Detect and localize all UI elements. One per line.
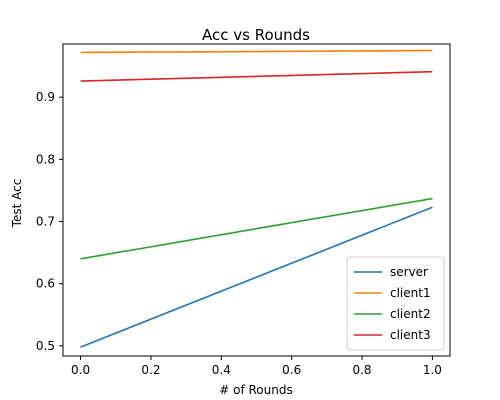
y-axis: 0.5 0.6 0.7 0.8 0.9	[36, 90, 63, 353]
plot-area	[80, 49, 433, 348]
series-line-client1	[80, 49, 433, 54]
legend-label-client3: client3	[390, 328, 431, 342]
series-line-client3	[80, 70, 433, 82]
y-tick-label: 0.5	[36, 339, 55, 353]
x-tick-label: 0.6	[282, 363, 301, 377]
y-tick-label: 0.6	[36, 277, 55, 291]
y-tick-label: 0.9	[36, 90, 55, 104]
plot-frame	[62, 43, 451, 357]
y-tick-label: 0.7	[36, 215, 55, 229]
x-tick-label: 0.8	[352, 363, 371, 377]
series-line-client2	[80, 197, 433, 260]
x-axis: 0.0 0.2 0.4 0.6 0.8 1.0	[71, 356, 442, 377]
legend-label-client1: client1	[390, 286, 431, 300]
legend-label-client2: client2	[390, 307, 431, 321]
x-tick-label: 1.0	[423, 363, 442, 377]
y-tick-label: 0.8	[36, 152, 55, 166]
series-line-server	[80, 206, 433, 348]
x-tick-label: 0.4	[212, 363, 231, 377]
y-axis-label: Test Acc	[10, 179, 24, 229]
x-tick-label: 0.2	[141, 363, 160, 377]
chart-title: Acc vs Rounds	[202, 26, 310, 44]
legend-label-server: server	[390, 265, 428, 279]
x-tick-label: 0.0	[71, 363, 90, 377]
x-axis-label: # of Rounds	[219, 383, 292, 397]
legend: server client1 client2 client3	[346, 256, 445, 351]
legend-box	[346, 256, 445, 351]
